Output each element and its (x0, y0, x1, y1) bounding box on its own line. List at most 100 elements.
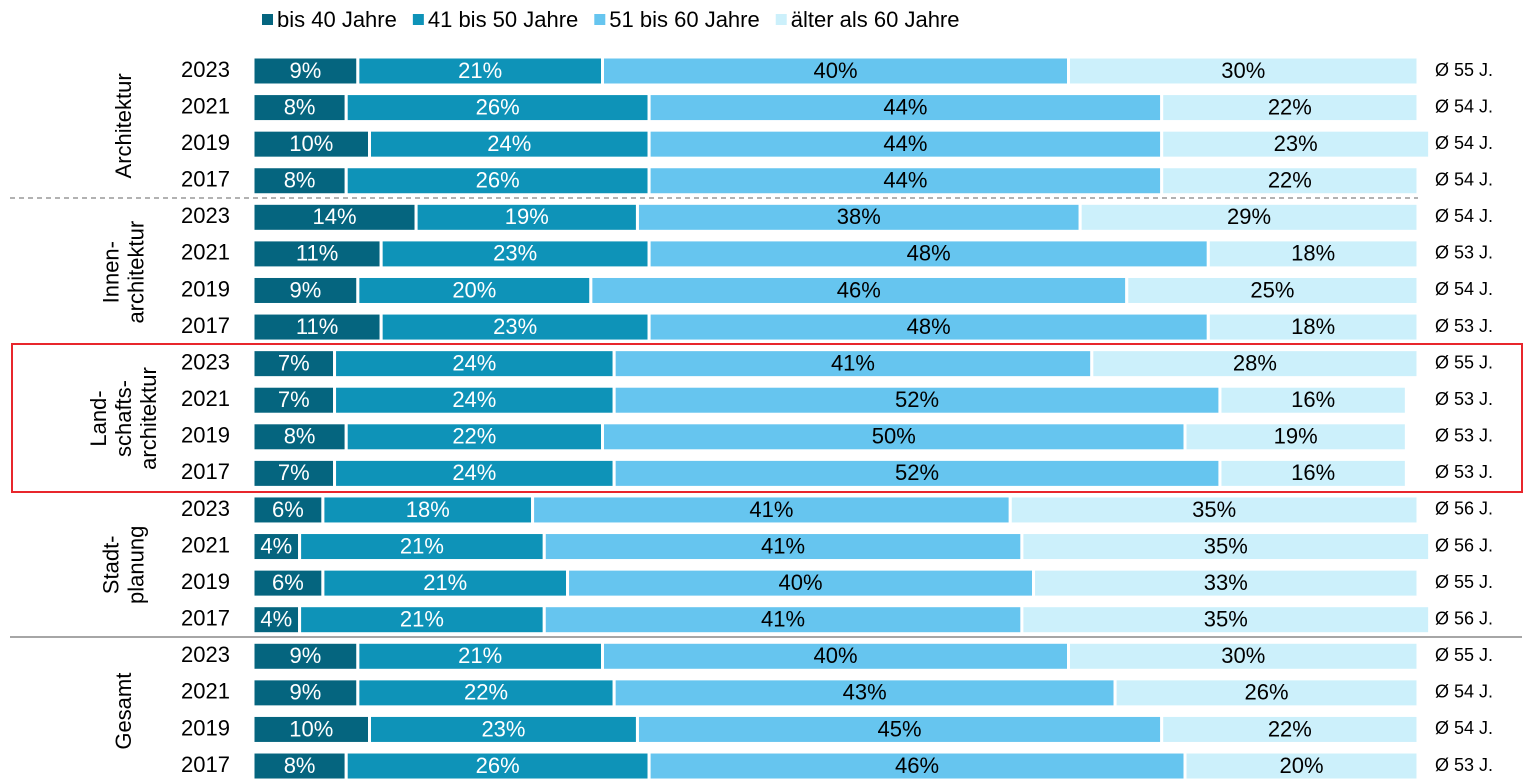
y-tick-label: 2021 (181, 240, 230, 265)
bar-segment (1125, 274, 1420, 306)
value-label: 18% (1291, 241, 1335, 266)
legend-label: älter als 60 Jahre (791, 7, 960, 32)
value-label: 29% (1227, 204, 1271, 229)
bar-segment (1008, 494, 1420, 526)
bar-segment (1183, 421, 1408, 453)
bar-segment (1160, 713, 1420, 745)
average-label: Ø 54 J. (1435, 133, 1493, 153)
average-label: Ø 53 J. (1435, 755, 1493, 775)
value-label: 16% (1291, 387, 1335, 412)
value-label: 7% (278, 460, 310, 485)
y-tick-label: 2023 (181, 203, 230, 228)
average-label: Ø 53 J. (1435, 316, 1493, 336)
value-label: 10% (289, 716, 333, 741)
bar-segment (1032, 567, 1420, 599)
value-label: 24% (452, 387, 496, 412)
value-label: 22% (452, 424, 496, 449)
value-label: 52% (895, 460, 939, 485)
value-label: 11% (296, 241, 338, 266)
bar-segment (635, 201, 1082, 233)
y-tick-label: 2021 (181, 532, 230, 557)
bar-segment (566, 567, 1036, 599)
value-label: 46% (895, 753, 939, 778)
value-label: 7% (278, 387, 310, 412)
y-tick-label: 2019 (181, 715, 230, 740)
value-label: 26% (476, 753, 520, 778)
value-label: 21% (423, 570, 467, 595)
value-label: 9% (290, 58, 322, 83)
bar-segment (356, 274, 593, 306)
value-label: 6% (272, 497, 304, 522)
legend-label: 41 bis 50 Jahre (428, 7, 578, 32)
bar-segment (601, 640, 1070, 672)
value-label: 40% (813, 58, 857, 83)
average-label: Ø 54 J. (1435, 169, 1493, 189)
group-label: Stadt- (98, 535, 123, 594)
bar-segment (1183, 750, 1420, 779)
value-label: 24% (452, 350, 496, 375)
legend-swatch (412, 14, 424, 25)
y-tick-label: 2019 (181, 130, 230, 155)
value-label: 44% (883, 131, 927, 156)
highlight-box (11, 343, 1523, 493)
bar-segment (612, 677, 1117, 709)
bar-segment (251, 201, 418, 233)
bar-segment (1020, 604, 1432, 636)
group-label: architektur (136, 367, 161, 470)
bar-segment (1090, 348, 1420, 380)
bar-segment (647, 750, 1187, 779)
value-label: 41% (761, 607, 805, 632)
bar-segment (414, 201, 639, 233)
y-tick-label: 2019 (181, 423, 230, 448)
group-label: architektur (123, 221, 148, 324)
bar-segment (1206, 238, 1420, 270)
legend-swatch (775, 14, 787, 25)
value-label: 21% (400, 607, 444, 632)
value-label: 35% (1204, 533, 1248, 558)
bar-segment (1160, 128, 1432, 160)
value-label: 44% (883, 168, 927, 193)
average-label: Ø 55 J. (1435, 645, 1493, 665)
bar-segment (298, 604, 546, 636)
value-label: 44% (883, 94, 927, 119)
value-label: 9% (290, 643, 322, 668)
bar-segment (1078, 201, 1420, 233)
bar-segment (251, 567, 325, 599)
value-label: 35% (1192, 497, 1236, 522)
y-tick-label: 2023 (181, 57, 230, 82)
bar-segment (1218, 384, 1408, 416)
legend-label: bis 40 Jahre (277, 7, 397, 32)
y-tick-label: 2017 (181, 459, 230, 484)
y-tick-label: 2017 (181, 752, 230, 777)
value-label: 40% (813, 643, 857, 668)
value-label: 40% (779, 570, 823, 595)
y-tick-label: 2017 (181, 606, 230, 631)
value-label: 30% (1221, 58, 1265, 83)
value-label: 50% (872, 424, 916, 449)
legend-swatch (594, 14, 606, 25)
value-label: 18% (1291, 314, 1335, 339)
value-label: 19% (1274, 424, 1318, 449)
bar-segment (251, 384, 337, 416)
value-label: 9% (290, 680, 322, 705)
average-label: Ø 54 J. (1435, 96, 1493, 116)
value-label: 25% (1250, 277, 1294, 302)
value-label: 41% (761, 533, 805, 558)
bar-segment (1113, 677, 1420, 709)
value-label: 48% (907, 314, 951, 339)
average-label: Ø 55 J. (1435, 60, 1493, 80)
legend-label: 51 bis 60 Jahre (609, 7, 759, 32)
bar-segment (647, 128, 1164, 160)
bar-segment (251, 531, 302, 563)
bar-segment (251, 165, 348, 197)
value-label: 30% (1221, 643, 1265, 668)
value-label: 8% (284, 753, 316, 778)
y-tick-label: 2021 (181, 386, 230, 411)
value-label: 41% (831, 350, 875, 375)
bar-segment (333, 384, 616, 416)
value-label: 8% (284, 94, 316, 119)
bar-segment (1020, 531, 1432, 563)
bar-segment (612, 348, 1094, 380)
bar-segment (333, 457, 616, 489)
bar-segment (344, 92, 651, 124)
